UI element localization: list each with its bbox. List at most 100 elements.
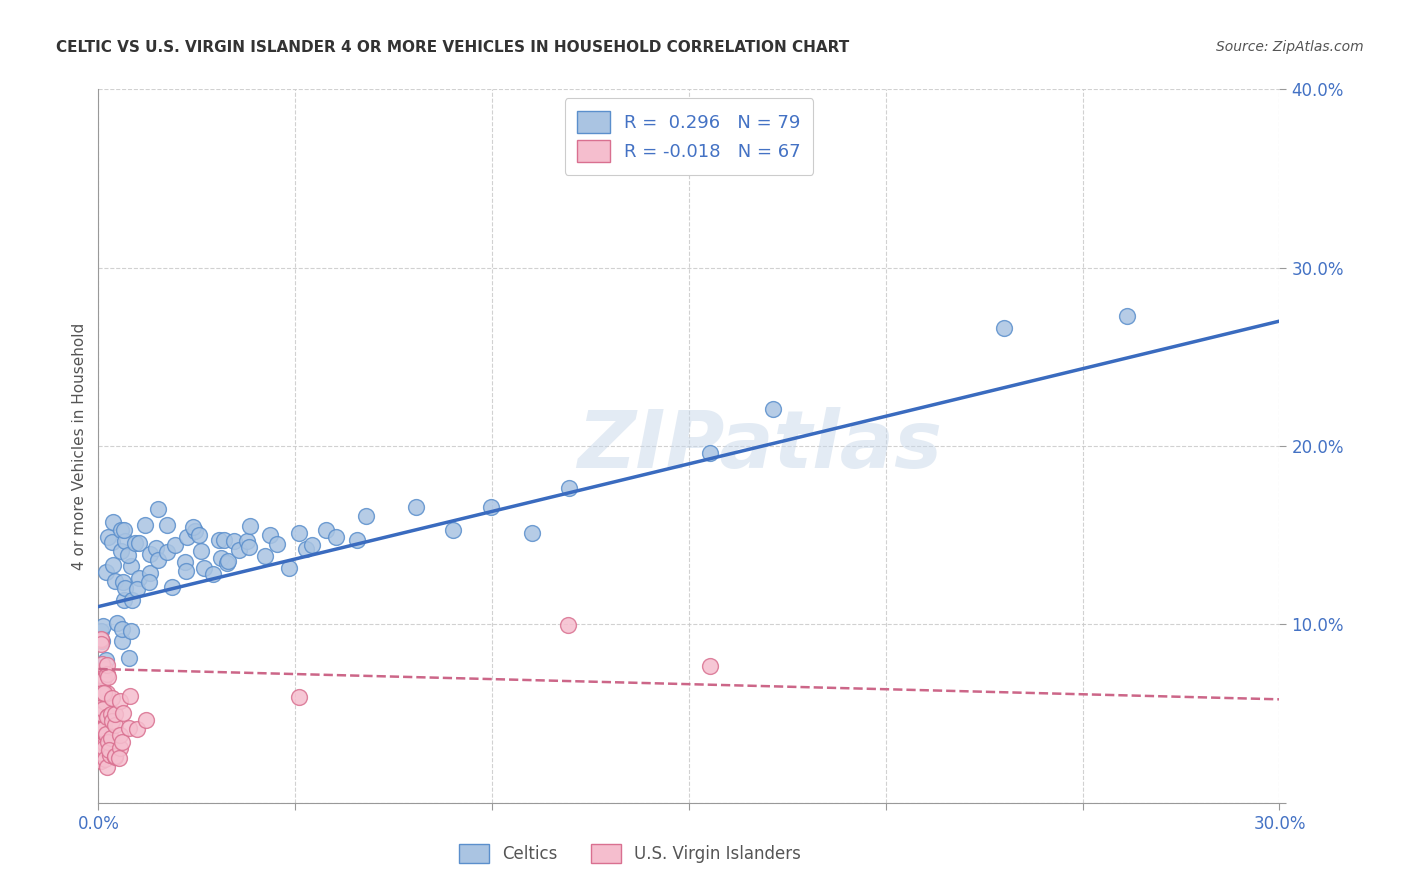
Point: [110, 694, 132, 708]
Point: [105, 616, 128, 631]
Point: [96, 759, 118, 773]
Point: [103, 558, 125, 572]
Point: [93, 685, 115, 699]
Point: [108, 728, 131, 742]
Point: [97, 530, 120, 544]
Point: [110, 524, 132, 538]
Point: [94, 727, 117, 741]
Point: [176, 530, 198, 544]
Point: [127, 582, 149, 596]
Point: [94, 565, 117, 579]
Point: [90, 634, 112, 648]
Point: [146, 553, 169, 567]
Point: [110, 544, 132, 558]
Point: [125, 722, 148, 736]
Point: [120, 624, 142, 639]
Point: [139, 547, 162, 561]
Point: [91, 701, 114, 715]
Point: [118, 650, 141, 665]
Point: [520, 525, 543, 540]
Point: [96, 653, 118, 667]
Point: [135, 713, 157, 727]
Point: [558, 481, 581, 495]
Point: [93, 673, 115, 687]
Point: [93, 670, 115, 684]
Point: [91, 737, 114, 751]
Point: [259, 527, 281, 541]
Point: [118, 721, 141, 735]
Point: [96, 666, 118, 681]
Point: [94, 751, 117, 765]
Point: [93, 720, 115, 734]
Point: [90, 746, 112, 760]
Point: [325, 530, 347, 544]
Point: [93, 741, 115, 756]
Point: [110, 735, 132, 749]
Point: [104, 748, 127, 763]
Point: [138, 574, 160, 589]
Point: [96, 658, 118, 673]
Point: [112, 575, 135, 590]
Point: [212, 533, 235, 547]
Point: [90, 754, 112, 768]
Point: [993, 321, 1015, 335]
Point: [90, 718, 112, 732]
Point: [108, 741, 131, 756]
Point: [93, 686, 115, 700]
Point: [134, 517, 156, 532]
Point: [174, 564, 197, 578]
Point: [1116, 309, 1139, 323]
Point: [162, 580, 184, 594]
Point: [108, 751, 131, 765]
Point: [112, 706, 135, 720]
Point: [208, 533, 231, 547]
Point: [100, 731, 122, 745]
Point: [96, 710, 118, 724]
Point: [93, 723, 115, 737]
Point: [91, 619, 114, 633]
Text: Source: ZipAtlas.com: Source: ZipAtlas.com: [1216, 40, 1364, 54]
Point: [91, 657, 114, 671]
Point: [278, 560, 301, 574]
Point: [209, 550, 232, 565]
Point: [96, 686, 118, 700]
Point: [111, 633, 134, 648]
Point: [91, 683, 114, 698]
Point: [301, 538, 323, 552]
Point: [295, 542, 318, 557]
Point: [93, 695, 115, 709]
Point: [315, 524, 337, 538]
Point: [761, 401, 783, 416]
Point: [699, 658, 721, 673]
Point: [202, 566, 225, 581]
Point: [128, 535, 150, 549]
Point: [190, 544, 212, 558]
Point: [266, 537, 288, 551]
Point: [228, 543, 250, 558]
Point: [236, 533, 259, 548]
Text: CELTIC VS U.S. VIRGIN ISLANDER 4 OR MORE VEHICLES IN HOUSEHOLD CORRELATION CHART: CELTIC VS U.S. VIRGIN ISLANDER 4 OR MORE…: [56, 40, 849, 55]
Point: [104, 718, 127, 732]
Point: [91, 741, 114, 756]
Point: [238, 540, 260, 554]
Point: [184, 524, 207, 538]
Point: [699, 446, 721, 460]
Point: [90, 632, 112, 647]
Point: [346, 533, 368, 547]
Point: [239, 518, 262, 533]
Point: [287, 525, 309, 540]
Point: [112, 523, 135, 537]
Point: [93, 736, 115, 750]
Point: [441, 523, 464, 537]
Point: [91, 723, 114, 738]
Point: [97, 735, 120, 749]
Point: [94, 662, 117, 676]
Point: [222, 533, 245, 548]
Point: [114, 534, 136, 549]
Point: [101, 691, 124, 706]
Point: [93, 715, 115, 730]
Point: [120, 558, 142, 573]
Point: [217, 553, 239, 567]
Point: [253, 549, 276, 563]
Point: [90, 637, 112, 651]
